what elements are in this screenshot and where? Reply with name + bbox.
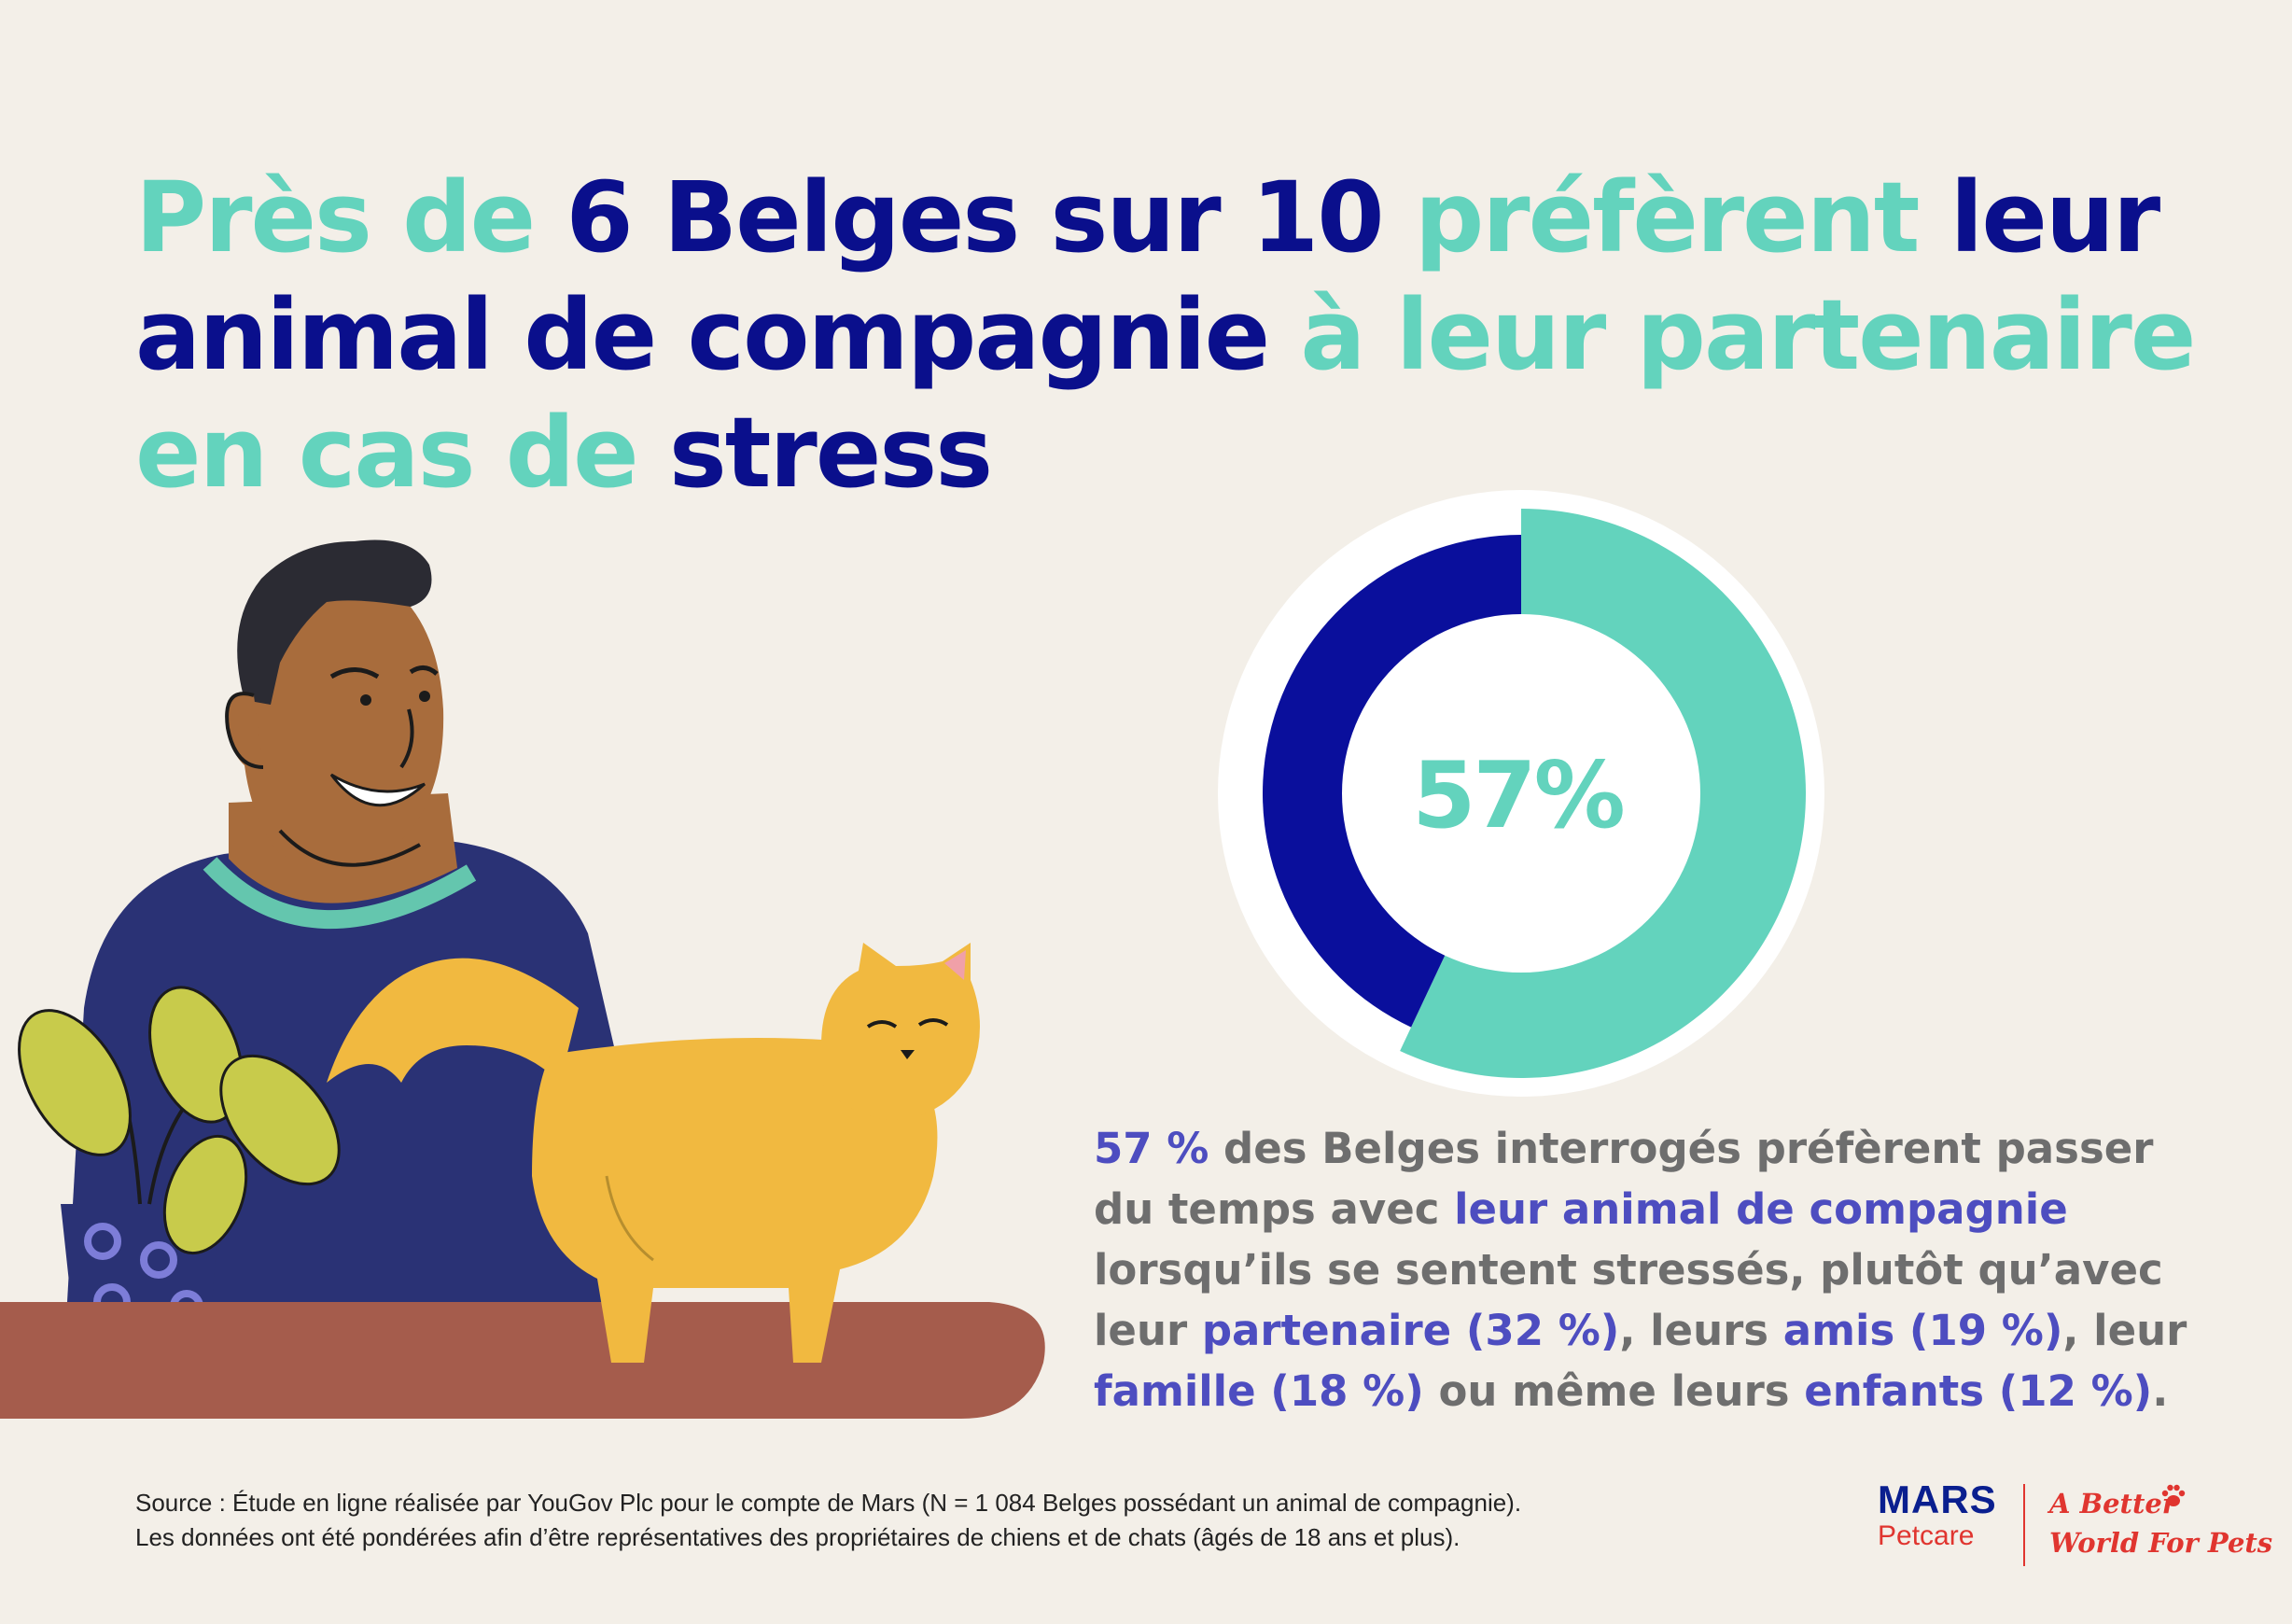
donut-hole bbox=[1342, 614, 1700, 973]
text-segment: des Belges interrogés préfèrent passer bbox=[1209, 1124, 2154, 1173]
table-top bbox=[0, 1302, 1045, 1419]
text-segment: Près de bbox=[135, 161, 566, 274]
man-nose bbox=[399, 708, 414, 769]
source-line-1: Source : Étude en ligne réalisée par You… bbox=[135, 1489, 1522, 1517]
body-line-5: famille (18 %) ou même leurs enfants (12… bbox=[1094, 1361, 2195, 1421]
text-segment: leur bbox=[1950, 161, 2161, 274]
cat-nose bbox=[901, 1050, 915, 1059]
tagline-line-1: A Better bbox=[2049, 1488, 2177, 1519]
text-segment: préfèrent bbox=[1414, 161, 1950, 274]
text-segment: 57 % bbox=[1094, 1124, 1209, 1173]
cat-ear-inner bbox=[944, 950, 966, 980]
text-segment: famille (18 %) bbox=[1094, 1366, 1424, 1416]
logo-divider bbox=[2023, 1484, 2025, 1566]
text-segment: leur animal de compagnie bbox=[1454, 1184, 2068, 1234]
text-segment: leur bbox=[1094, 1306, 1202, 1355]
text-segment: en cas de bbox=[135, 396, 669, 510]
cat-eye bbox=[866, 1020, 898, 1029]
plant-leaf-3 bbox=[219, 1054, 341, 1186]
man-eye-2 bbox=[419, 691, 430, 702]
donut-center-label: 57% bbox=[1412, 743, 1623, 849]
man-ear bbox=[225, 692, 264, 769]
pot-dot bbox=[84, 1223, 121, 1260]
text-segment: stress bbox=[668, 396, 993, 510]
body-line-1: 57 % des Belges interrogés préfèrent pas… bbox=[1094, 1118, 2195, 1179]
cat-leg-line bbox=[605, 1175, 654, 1262]
cat-eye-2 bbox=[917, 1018, 949, 1027]
paw-icon bbox=[2161, 1484, 2186, 1506]
man-hair bbox=[237, 539, 432, 705]
cat-figure bbox=[327, 943, 980, 1363]
source-note: Source : Étude en ligne réalisée par You… bbox=[135, 1486, 1815, 1555]
man-chin-line bbox=[278, 829, 421, 867]
mars-petcare-logo: MARS Petcare bbox=[1878, 1479, 1997, 1552]
body-line-2: du temps avec leur animal de compagnie bbox=[1094, 1179, 2195, 1239]
man-collar bbox=[203, 857, 477, 930]
headline-line-1: Près de 6 Belges sur 10 préfèrent leur bbox=[135, 159, 2226, 276]
text-segment: enfants (12 %) bbox=[1804, 1366, 2153, 1416]
cat-tail bbox=[327, 958, 579, 1083]
plant-leaf-4 bbox=[162, 1134, 248, 1255]
text-segment: , leurs bbox=[1619, 1306, 1783, 1355]
pot-dot-2 bbox=[140, 1241, 177, 1279]
plant-leaf bbox=[18, 1009, 132, 1156]
text-segment: amis (19 %) bbox=[1782, 1306, 2063, 1355]
logo-tagline: A Better World For Pets bbox=[2049, 1484, 2272, 1562]
text-segment: du temps avec bbox=[1094, 1184, 1455, 1234]
man-eyebrow-2 bbox=[409, 665, 439, 676]
text-segment: 6 Belges sur 10 bbox=[566, 161, 1415, 274]
cat-head bbox=[821, 943, 980, 1120]
cat-body bbox=[532, 1038, 938, 1363]
text-segment: lorsqu’ils se sentent stressés, plutôt q… bbox=[1094, 1245, 2163, 1295]
logo-brand: MARS bbox=[1878, 1477, 1997, 1521]
text-segment: ou même leurs bbox=[1423, 1366, 1805, 1416]
headline: Près de 6 Belges sur 10 préfèrent leur a… bbox=[135, 159, 2226, 511]
source-line-2: Les données ont été pondérées afin d’êtr… bbox=[135, 1523, 1460, 1551]
man-smile bbox=[329, 773, 426, 807]
text-segment: . bbox=[2152, 1366, 2169, 1416]
body-text: 57 % des Belges interrogés préfèrent pas… bbox=[1094, 1118, 2195, 1421]
text-segment: à leur partenaire bbox=[1300, 278, 2196, 392]
donut-chart: 57% bbox=[1218, 490, 1824, 1097]
plant-leaf-2 bbox=[148, 986, 244, 1124]
illustration bbox=[0, 539, 1045, 1419]
text-segment: , leur bbox=[2062, 1306, 2187, 1355]
tagline-line-2: World For Pets bbox=[2049, 1527, 2273, 1559]
text-segment: animal de compagnie bbox=[135, 278, 1301, 392]
headline-line-3: en cas de stress bbox=[135, 394, 2226, 511]
man-eye bbox=[360, 694, 371, 706]
text-segment: partenaire (32 %) bbox=[1201, 1306, 1620, 1355]
plant-figure bbox=[18, 986, 341, 1335]
headline-line-2: animal de compagnie à leur partenaire bbox=[135, 276, 2226, 394]
man-eyebrow bbox=[329, 667, 380, 679]
logo-sub: Petcare bbox=[1878, 1520, 1975, 1551]
body-line-3: lorsqu’ils se sentent stressés, plutôt q… bbox=[1094, 1239, 2195, 1300]
body-line-4: leur partenaire (32 %), leurs amis (19 %… bbox=[1094, 1300, 2195, 1361]
